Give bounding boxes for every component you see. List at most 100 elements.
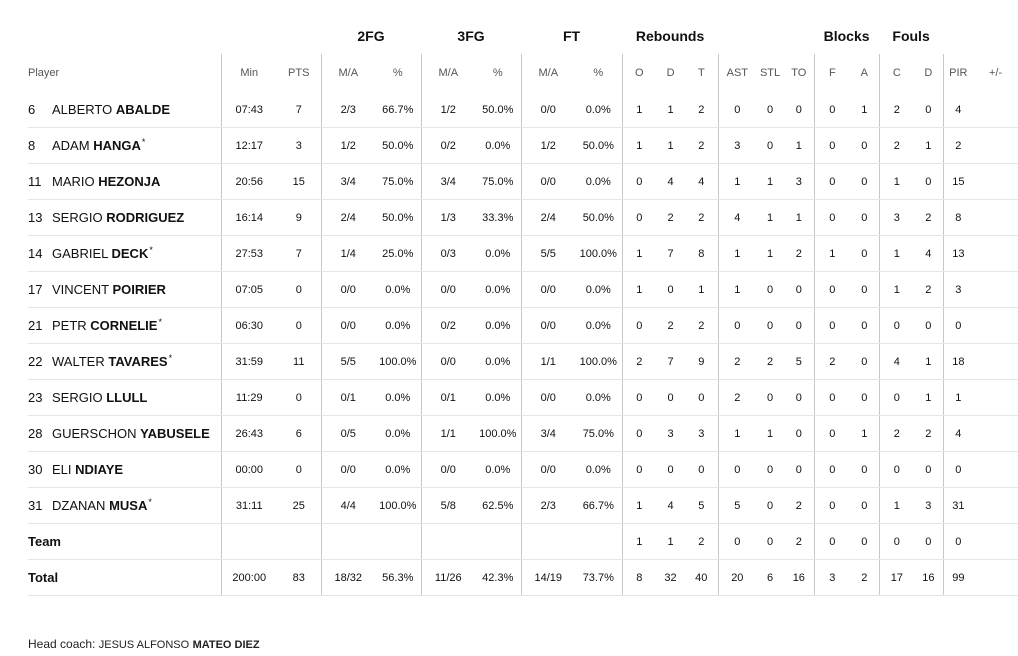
player-last-name[interactable]: YABUSELE — [140, 426, 210, 441]
player-first-name: ELI — [52, 462, 72, 477]
player-last-name[interactable]: ABALDE — [115, 102, 171, 117]
cell-reb-t: 0 — [685, 451, 719, 488]
cell-pts: 9 — [277, 199, 321, 236]
cell-ft-ma: 2/4 — [520, 199, 576, 236]
player-row[interactable]: 14 GABRIEL DECK* 27:53 7 1/4 25.0% 0/3 0.0% 5/5 1… — [28, 235, 1018, 272]
col-header-ft-ma: M/A — [520, 54, 576, 92]
player-row[interactable]: 6 ALBERTO ABALDE 07:43 7 2/3 66.7% 1/2 50.0% 0/0… — [28, 92, 1018, 128]
cell-blk-a: 0 — [850, 127, 880, 164]
group-fouls: Fouls — [892, 28, 930, 44]
cell-ft-ma: 2/3 — [520, 487, 576, 524]
group-2fg: 2FG — [357, 28, 385, 44]
cell-2fg-pct: 50.0% — [375, 199, 422, 236]
cell-reb-t: 40 — [685, 559, 719, 596]
player-last-name[interactable]: TAVARES — [108, 354, 168, 369]
cell-foul-d: 16 — [914, 559, 944, 596]
cell-reb-d: 7 — [656, 343, 686, 380]
player-row[interactable]: 8 ADAM HANGA* 12:17 3 1/2 50.0% 0/2 0.0% 1/2 50.0… — [28, 127, 1018, 164]
cell-ast: 1 — [717, 163, 757, 200]
box-score-table: 2FG 3FG FT Rebounds Blocks Fouls Player M… — [28, 18, 1018, 596]
col-header-reb-d: D — [666, 67, 675, 79]
cell-stl: 0 — [756, 92, 785, 128]
cell-to: 0 — [784, 415, 815, 452]
player-row[interactable]: 17 VINCENT POIRIER 07:05 0 0/0 0.0% 0/0 0.0% 0/0… — [28, 271, 1018, 308]
group-blank — [756, 18, 784, 54]
cell-3fg-ma: 0/1 — [420, 379, 476, 416]
player-row[interactable]: 13 SERGIO RODRIGUEZ 16:14 9 2/4 50.0% 1/3 33.3%… — [28, 199, 1018, 236]
cell-pir: 99 — [942, 559, 974, 596]
cell-min: 200:00 — [220, 559, 277, 596]
player-last-name[interactable]: POIRIER — [112, 282, 166, 297]
col-header-blk-f: F — [813, 54, 851, 92]
player-last-name[interactable]: MUSA — [109, 498, 148, 513]
player-last-name[interactable]: LLULL — [106, 390, 148, 405]
cell-plus-minus — [973, 127, 1018, 164]
cell-blk-f: 2 — [813, 343, 851, 380]
player-last-name[interactable]: RODRIGUEZ — [106, 210, 185, 225]
player-last-name[interactable]: HANGA — [93, 138, 141, 153]
cell-min: 31:59 — [220, 343, 277, 380]
player-name-cell: 13 SERGIO RODRIGUEZ — [28, 199, 221, 236]
cell-ast: 5 — [717, 487, 757, 524]
cell-foul-c: 17 — [878, 559, 915, 596]
cell-plus-minus — [973, 92, 1018, 128]
player-last-name[interactable]: HEZONJA — [98, 174, 161, 189]
player-last-name[interactable]: NDIAYE — [75, 462, 124, 477]
cell-ast: 4 — [717, 199, 757, 236]
cell-ft-ma: 5/5 — [520, 235, 576, 272]
player-name-cell: 8 ADAM HANGA* — [28, 127, 221, 164]
group-ft: FT — [562, 28, 581, 44]
cell-2fg-pct: 100.0% — [375, 487, 422, 524]
cell-reb-o: 0 — [621, 415, 657, 452]
cell-reb-t: 2 — [685, 523, 719, 560]
player-number: 21 — [28, 318, 43, 333]
cell-plus-minus — [973, 307, 1018, 344]
cell-ft-pct: 0.0% — [575, 163, 623, 200]
starter-mark: * — [148, 497, 152, 507]
cell-pir: 4 — [942, 92, 974, 128]
cell-reb-t: 5 — [685, 487, 719, 524]
cell-3fg-pct: 75.0% — [475, 163, 522, 200]
player-last-name[interactable]: DECK — [111, 246, 149, 261]
cell-reb-o: 1 — [621, 235, 657, 272]
col-header-foul-c: C — [878, 54, 915, 92]
player-name-cell: 30 ELI NDIAYE — [28, 451, 221, 488]
cell-foul-d: 0 — [914, 523, 944, 560]
cell-stl: 1 — [756, 415, 785, 452]
cell-ft-pct: 0.0% — [575, 92, 623, 128]
cell-reb-d: 1 — [656, 92, 686, 128]
cell-2fg-pct: 0.0% — [375, 307, 422, 344]
cell-foul-d: 2 — [914, 199, 944, 236]
player-row[interactable]: 28 GUERSCHON YABUSELE 26:43 6 0/5 0.0% 1/1 100.… — [28, 415, 1018, 452]
cell-stl: 0 — [756, 451, 785, 488]
cell-2fg-pct: 0.0% — [375, 379, 422, 416]
player-row[interactable]: 31 DZANAN MUSA* 31:11 25 4/4 100.0% 5/8 62.5% 2/… — [28, 487, 1018, 524]
cell-2fg-ma: 1/2 — [320, 127, 375, 164]
cell-stl: 6 — [756, 559, 785, 596]
cell-to: 1 — [784, 199, 815, 236]
cell-foul-d: 1 — [914, 127, 944, 164]
player-row[interactable]: 21 PETR CORNELIE* 06:30 0 0/0 0.0% 0/2 0.0% 0/0 0… — [28, 307, 1018, 344]
cell-pir: 0 — [942, 451, 974, 488]
player-row[interactable]: 11 MARIO HEZONJA 20:56 15 3/4 75.0% 3/4 75.0% 0/… — [28, 163, 1018, 200]
player-row[interactable]: 30 ELI NDIAYE 00:00 0 0/0 0.0% 0/0 0.0% 0/0 0.0% 0… — [28, 451, 1018, 488]
player-row[interactable]: 23 SERGIO LLULL 11:29 0 0/1 0.0% 0/1 0.0% 0/0 0.0… — [28, 379, 1018, 416]
cell-3fg-ma: 3/4 — [420, 163, 476, 200]
cell-2fg-pct: 100.0% — [375, 343, 422, 380]
cell-3fg-ma: 1/2 — [420, 92, 476, 128]
player-row[interactable]: 22 WALTER TAVARES* 31:59 11 5/5 100.0% 0/0 0.0%… — [28, 343, 1018, 380]
player-number: 14 — [28, 246, 43, 261]
cell-stl: 0 — [756, 487, 785, 524]
cell-2fg-ma: 0/1 — [320, 379, 375, 416]
cell-to: 2 — [784, 523, 815, 560]
player-number: 8 — [28, 138, 36, 153]
cell-reb-t: 0 — [685, 379, 719, 416]
cell-2fg-ma: 0/5 — [320, 415, 375, 452]
cell-reb-o: 8 — [621, 559, 657, 596]
cell-reb-d: 1 — [656, 523, 686, 560]
player-last-name[interactable]: CORNELIE — [90, 318, 158, 333]
cell-to: 0 — [784, 271, 815, 308]
cell-reb-o: 0 — [621, 163, 657, 200]
cell-plus-minus — [973, 523, 1018, 560]
player-name-cell: 22 WALTER TAVARES* — [28, 343, 221, 380]
